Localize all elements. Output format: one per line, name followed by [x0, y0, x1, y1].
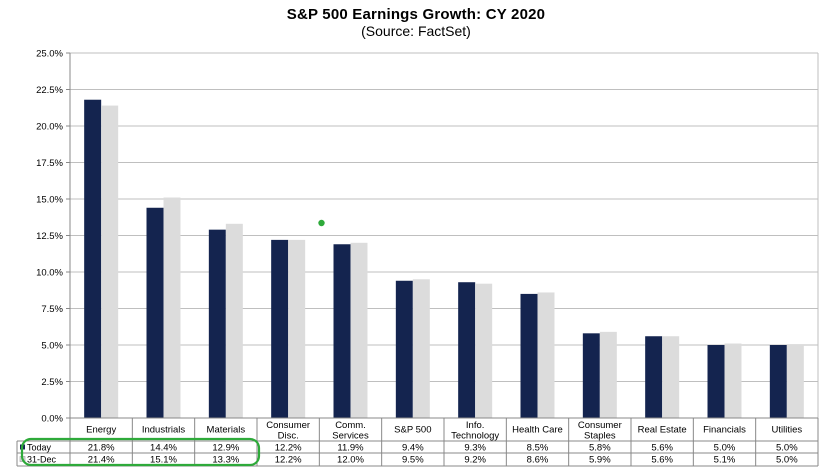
bar-today — [458, 282, 476, 418]
y-tick-label: 7.5% — [41, 304, 63, 315]
data-label: 12.2% — [275, 443, 302, 454]
y-tick-label: 12.5% — [36, 231, 63, 242]
chart-subtitle: (Source: FactSet) — [361, 23, 471, 39]
y-tick-label: 5.0% — [41, 341, 63, 352]
data-label: 9.3% — [464, 443, 486, 454]
category-label: Materials — [207, 425, 246, 436]
bar-today — [645, 336, 663, 418]
annotations — [20, 219, 325, 467]
highlight-dot — [318, 219, 325, 227]
chart-title: S&P 500 Earnings Growth: CY 2020 — [286, 6, 546, 23]
y-tick-label: 20.0% — [36, 122, 63, 133]
category-label: Energy — [86, 425, 116, 436]
category-label: Industrials — [142, 425, 186, 436]
data-label: 5.1% — [714, 455, 736, 466]
category-label: Comm. — [335, 420, 366, 431]
y-tick-label: 17.5% — [36, 158, 63, 169]
data-label: 21.4% — [88, 455, 115, 466]
bars — [84, 99, 804, 418]
data-label: 5.8% — [589, 443, 611, 454]
category-label: Consumer — [266, 420, 310, 431]
data-label: 13.3% — [212, 455, 239, 466]
y-axis: 0.0% 2.5% 5.0% 7.5% 10.0% 12.5% 15.0% 17.5% 20.0… — [36, 49, 819, 425]
data-table: Energy Industrials Materials ConsumerDisc.C… — [16, 417, 819, 467]
category-label: Services — [332, 431, 369, 442]
bar-today — [707, 345, 725, 418]
data-label: 9.4% — [402, 443, 424, 454]
y-tick-label: 2.5% — [41, 377, 63, 388]
data-label: 12.0% — [337, 455, 364, 466]
bar-31-dec — [724, 343, 742, 418]
data-label: 15.1% — [150, 455, 177, 466]
data-label: 21.8% — [88, 443, 115, 454]
data-label: 14.4% — [150, 443, 177, 454]
highlight-outline — [20, 437, 261, 467]
bar-31-dec — [288, 239, 306, 418]
category-label: Real Estate — [638, 425, 687, 436]
y-tick-label: 22.5% — [36, 85, 63, 96]
y-tick-label: 15.0% — [36, 195, 63, 206]
y-tick-label: 10.0% — [36, 268, 63, 279]
data-label: 12.9% — [212, 443, 239, 454]
data-label: 9.2% — [464, 455, 486, 466]
data-label: 8.6% — [527, 455, 549, 466]
data-label: 5.9% — [589, 455, 611, 466]
category-label: Info. — [466, 420, 485, 431]
category-label: Disc. — [278, 431, 299, 442]
bar-today — [333, 244, 351, 418]
bar-today — [520, 293, 538, 418]
bar-today — [146, 207, 164, 418]
bar-31-dec — [537, 292, 555, 418]
bar-31-dec — [163, 197, 181, 418]
bar-today — [582, 333, 600, 418]
category-label: Consumer — [578, 420, 622, 431]
bar-today — [769, 345, 787, 418]
category-label: Financials — [703, 425, 746, 436]
data-label: 5.6% — [651, 443, 673, 454]
bar-today — [208, 229, 226, 418]
bar-31-dec — [475, 283, 493, 418]
legend-label: 31-Dec — [27, 455, 57, 465]
category-label: Health Care — [512, 425, 563, 436]
bar-today — [395, 280, 413, 418]
category-label: Utilities — [772, 425, 803, 436]
gridlines — [70, 52, 818, 419]
data-label: 12.2% — [275, 455, 302, 466]
data-label: 5.0% — [776, 443, 798, 454]
bar-31-dec — [101, 105, 119, 418]
bar-today — [271, 239, 289, 418]
bar-today — [84, 99, 102, 418]
data-label: 11.9% — [337, 443, 364, 454]
category-label: Technology — [451, 431, 499, 442]
category-label: S&P 500 — [394, 425, 431, 436]
bar-31-dec — [786, 345, 804, 418]
bar-31-dec — [662, 336, 680, 418]
data-label: 8.5% — [527, 443, 549, 454]
bar-31-dec — [412, 279, 430, 418]
bar-31-dec — [225, 223, 243, 418]
bar-31-dec — [350, 242, 368, 418]
data-label: 5.0% — [776, 455, 798, 466]
y-tick-label: 0.0% — [41, 414, 63, 425]
data-label: 9.5% — [402, 455, 424, 466]
data-label: 5.0% — [714, 443, 736, 454]
category-label: Staples — [584, 431, 616, 442]
bar-31-dec — [599, 331, 617, 418]
y-tick-label: 25.0% — [36, 49, 63, 60]
legend-label: Today — [27, 443, 52, 453]
data-label: 5.6% — [651, 455, 673, 466]
